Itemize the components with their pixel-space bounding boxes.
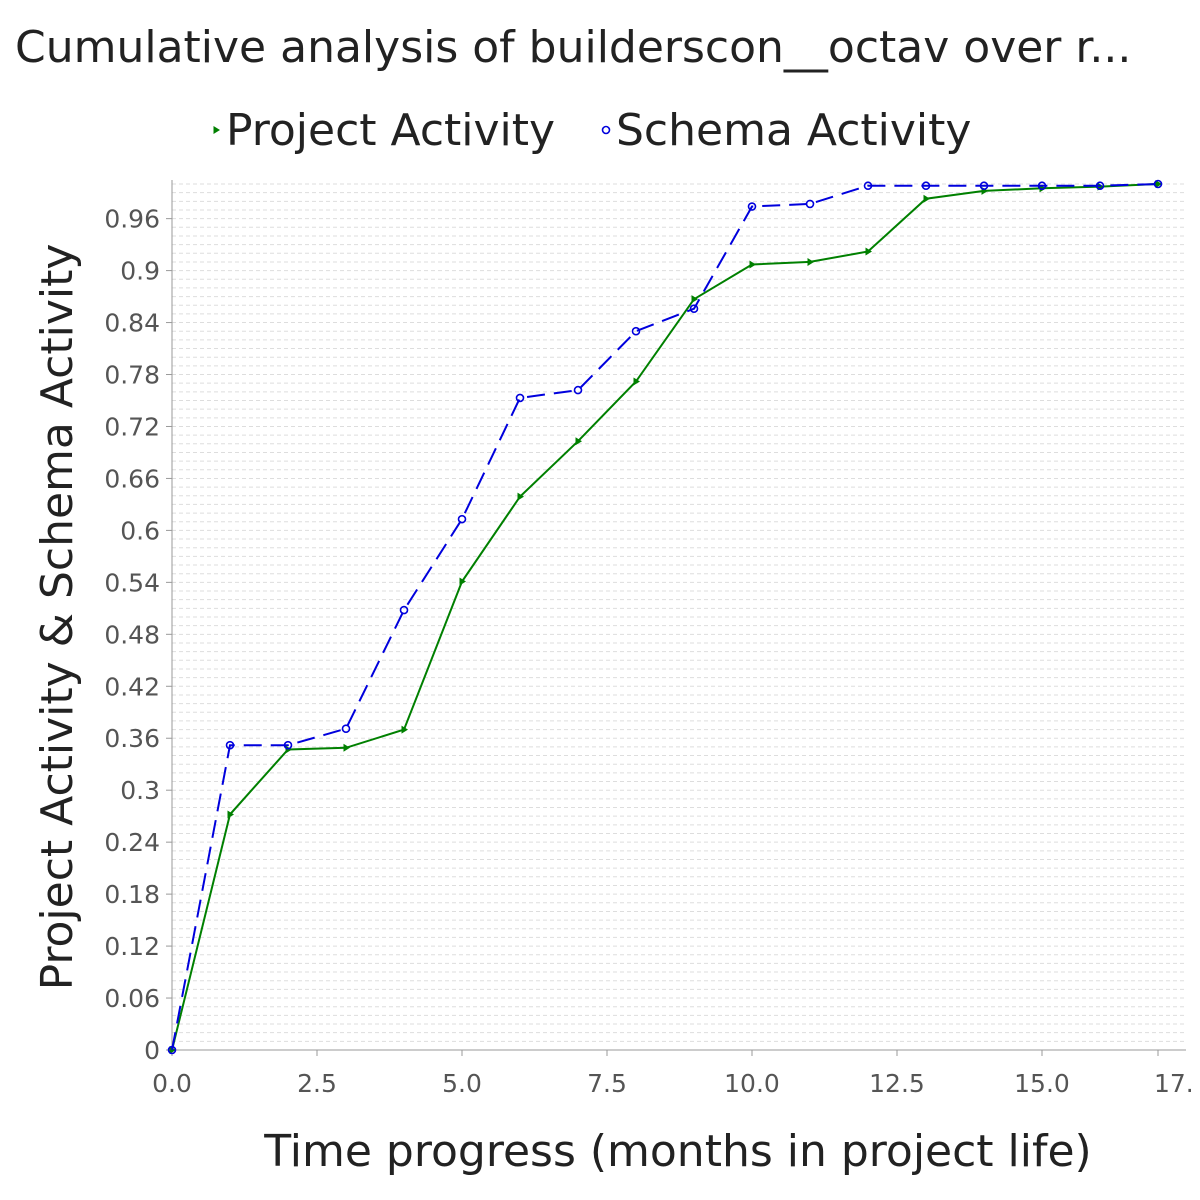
data-point bbox=[631, 326, 641, 336]
x-axis-label: Time progress (months in project life) bbox=[263, 1126, 1091, 1177]
axes bbox=[166, 180, 1186, 1056]
y-axis-label: Project Activity & Schema Activity bbox=[32, 244, 83, 991]
data-point bbox=[689, 304, 699, 314]
y-tick-label: 0.54 bbox=[104, 568, 160, 597]
data-point bbox=[285, 745, 292, 754]
x-tick-label: 17. bbox=[1154, 1069, 1194, 1098]
data-point bbox=[1155, 180, 1162, 188]
grid bbox=[172, 183, 1186, 1051]
y-tick-label: 0.42 bbox=[104, 672, 160, 701]
data-point bbox=[459, 577, 466, 586]
x-tick-label: 0.0 bbox=[152, 1069, 192, 1098]
series-line bbox=[171, 183, 1159, 1051]
x-tick-label: 5.0 bbox=[442, 1069, 482, 1098]
y-tick-label: 0.72 bbox=[104, 412, 160, 441]
y-tick-label: 0.36 bbox=[104, 724, 160, 753]
y-tick-label: 0.9 bbox=[120, 257, 160, 286]
data-point bbox=[227, 810, 234, 819]
y-tick-label: 0.06 bbox=[104, 984, 160, 1013]
data-point bbox=[865, 247, 872, 256]
data-point bbox=[341, 724, 351, 734]
series-line bbox=[171, 183, 1159, 1051]
data-point bbox=[747, 202, 757, 211]
data-point bbox=[457, 514, 467, 524]
data-point bbox=[575, 437, 582, 446]
y-tick-label: 0.3 bbox=[120, 776, 160, 805]
data-point bbox=[691, 295, 698, 304]
x-tick-label: 7.5 bbox=[587, 1069, 627, 1098]
data-point bbox=[1037, 181, 1047, 191]
legend: Project Activity Schema Activity bbox=[213, 105, 971, 156]
data-point bbox=[343, 743, 350, 752]
y-tick-label: 0.48 bbox=[104, 620, 160, 649]
data-point bbox=[979, 181, 989, 191]
y-tick-label: 0 bbox=[144, 1036, 160, 1065]
data-point bbox=[633, 377, 640, 386]
series-schema-activity bbox=[167, 179, 1163, 1055]
x-tick-label: 10.0 bbox=[724, 1069, 780, 1098]
data-point bbox=[225, 740, 235, 750]
y-tick-label: 0.66 bbox=[104, 464, 160, 493]
data-point bbox=[517, 492, 524, 501]
data-point bbox=[807, 257, 814, 266]
data-point bbox=[923, 194, 930, 203]
data-point bbox=[749, 260, 756, 269]
data-point bbox=[573, 385, 583, 395]
legend-item-schema-activity: Schema Activity bbox=[601, 105, 971, 156]
y-tick-label: 0.18 bbox=[104, 880, 160, 909]
legend-label: Project Activity bbox=[226, 105, 555, 156]
y-tick-label: 0.96 bbox=[104, 205, 160, 234]
x-tick-label: 12.5 bbox=[869, 1069, 925, 1098]
data-point bbox=[805, 199, 815, 209]
data-point bbox=[1153, 179, 1163, 189]
data-point bbox=[515, 393, 525, 403]
data-point bbox=[863, 181, 873, 191]
data-point bbox=[283, 740, 293, 750]
chart-title: Cumulative analysis of builderscon__octa… bbox=[15, 22, 1131, 73]
legend-marker bbox=[601, 125, 611, 135]
x-tick-label: 2.5 bbox=[297, 1069, 337, 1098]
data-point bbox=[921, 181, 931, 191]
y-tick-label: 0.78 bbox=[104, 361, 160, 390]
data-point bbox=[399, 605, 409, 615]
tick-labels: 0 0.06 0.12 0.18 0.24 0.3 0.36 0.42 0.48 0.54 0.6 0… bbox=[104, 205, 1193, 1098]
legend-label: Schema Activity bbox=[616, 105, 971, 156]
x-tick-label: 15.0 bbox=[1014, 1069, 1070, 1098]
y-tick-label: 0.6 bbox=[120, 516, 160, 545]
y-tick-label: 0.12 bbox=[104, 932, 160, 961]
series-layer bbox=[167, 179, 1163, 1055]
y-tick-label: 0.24 bbox=[104, 828, 160, 857]
data-point bbox=[401, 725, 408, 734]
data-point bbox=[1095, 181, 1105, 191]
y-tick-label: 0.84 bbox=[104, 309, 160, 338]
legend-item-project-activity: Project Activity bbox=[213, 105, 555, 156]
data-point bbox=[167, 1045, 177, 1055]
legend-marker bbox=[213, 126, 220, 134]
